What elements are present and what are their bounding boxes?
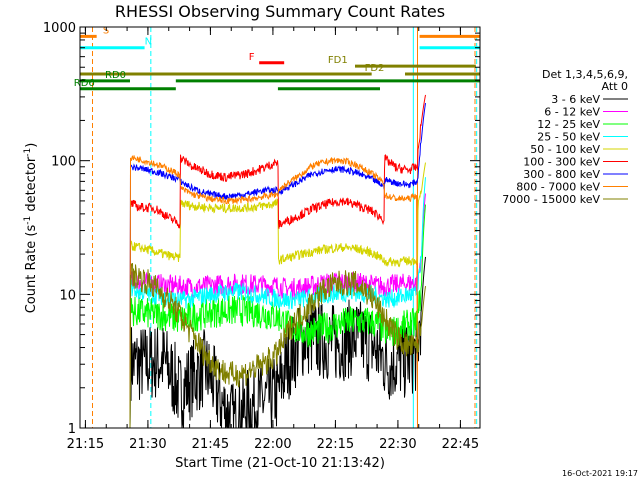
y-tick-label: 1 (68, 422, 76, 437)
y-axis-label-exponent: -1 (23, 216, 33, 225)
status-label-n: N (145, 37, 152, 48)
legend-label-50-100-kev: 50 - 100 keV (530, 143, 600, 156)
legend-label-7000-15000-kev: 7000 - 15000 keV (502, 193, 600, 206)
y-axis-label: Count Rate (s-1 detector-1) (23, 143, 39, 314)
series-line-3-6-kev (129, 256, 426, 429)
y-tick-label: 10 (59, 288, 76, 303)
plot-frame (79, 26, 481, 429)
series-line-800-7000-kev (129, 155, 426, 429)
series-line-7000-15000-kev (129, 263, 426, 429)
legend-label-800-7000-kev: 800 - 7000 keV (516, 181, 600, 194)
y-axis-label-start: Count Rate (s (24, 225, 39, 314)
x-tick-label: 21:15 (67, 437, 104, 452)
y-axis-label-middle: detector (24, 156, 39, 216)
series-line-100-300-kev (129, 94, 426, 429)
legend-label-300-800-kev: 300 - 800 keV (523, 168, 600, 181)
series-group (129, 94, 426, 429)
legend-title-line-1: Det 1,3,4,5,6,9, (542, 68, 628, 81)
y-axis-ticks: 1 10 100 1000 (43, 21, 480, 437)
x-tick-label: 21:45 (192, 437, 229, 452)
legend-label-6-12-kev: 6 - 12 keV (544, 106, 600, 119)
y-tick-label: 100 (51, 155, 76, 170)
y-axis-label-end: ) (24, 143, 39, 148)
status-label-fd2: FD2 (365, 63, 385, 74)
status-bars: SNFFD1FD2RD0RD6 (74, 25, 480, 91)
x-axis-label: Start Time (21-Oct-10 21:13:42) (175, 456, 385, 471)
y-tick-label: 1000 (43, 21, 76, 36)
status-label-rd0: RD0 (105, 70, 126, 81)
series-line-6-12-kev (129, 193, 426, 429)
footer-timestamp: 16-Oct-2021 19:17 (562, 469, 638, 478)
status-label-f: F (249, 52, 255, 63)
legend-label-12-25-kev: 12 - 25 keV (537, 118, 600, 131)
x-tick-label: 22:00 (254, 437, 291, 452)
chart-title: RHESSI Observing Summary Count Rates (115, 2, 445, 21)
x-tick-label: 22:15 (317, 437, 354, 452)
status-label-fd1: FD1 (328, 55, 348, 66)
x-tick-label: 22:30 (379, 437, 416, 452)
legend-label-25-50-kev: 25 - 50 keV (537, 131, 600, 144)
legend-label-3-6-kev: 3 - 6 keV (551, 93, 600, 106)
series-line-12-25-kev (129, 204, 426, 429)
series-line-50-100-kev (129, 162, 426, 429)
x-tick-label: 22:45 (442, 437, 479, 452)
x-tick-label: 21:30 (129, 437, 166, 452)
status-label-rd6: RD6 (74, 78, 95, 89)
legend-label-100-300-kev: 100 - 300 keV (523, 156, 600, 169)
x-axis-ticks: 21:15 21:30 21:45 22:00 22:15 22:30 22:45 (67, 27, 479, 452)
y-axis-label-exponent-2: -1 (23, 148, 33, 157)
legend-title-line-2: Att 0 (602, 80, 628, 93)
